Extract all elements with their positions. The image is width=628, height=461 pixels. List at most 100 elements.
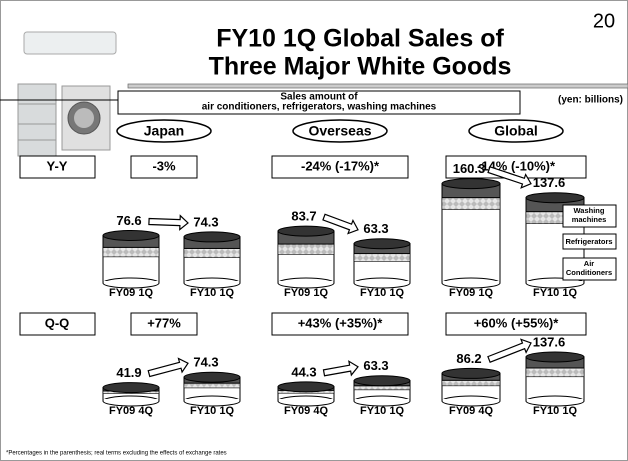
cylinder-white-cover xyxy=(354,399,410,401)
region-oval xyxy=(468,119,564,143)
value-label: 83.7 xyxy=(291,209,316,224)
legend-label: Refrigerators xyxy=(565,237,612,246)
cylinder xyxy=(441,178,501,289)
cylinder xyxy=(277,381,335,407)
change-box xyxy=(271,312,409,336)
cylinder-top xyxy=(353,238,411,250)
period-label: FY10 1Q xyxy=(533,405,577,417)
cylinder-band-ref xyxy=(277,243,335,255)
row-label-box xyxy=(19,155,96,179)
period-label: FY09 1Q xyxy=(284,287,328,299)
cylinder-top xyxy=(353,375,411,387)
change-box xyxy=(445,312,587,336)
change-box xyxy=(130,312,198,336)
cylinder-top xyxy=(525,192,585,204)
period-label: FY09 4Q xyxy=(449,405,493,417)
legend-label: Washing machines xyxy=(572,206,607,224)
cylinder-top xyxy=(277,225,335,237)
cylinder xyxy=(277,225,335,289)
period-label: FY10 1Q xyxy=(190,405,234,417)
cylinder-white-cover xyxy=(526,399,584,401)
period-label: FY10 1Q xyxy=(360,287,404,299)
row-label-box xyxy=(19,312,96,336)
period-label: FY09 1Q xyxy=(449,287,493,299)
period-label: FY09 4Q xyxy=(109,405,153,417)
cylinder-band-ref xyxy=(353,253,411,262)
cylinder-band-ref xyxy=(102,247,160,258)
period-label: FY10 1Q xyxy=(533,287,577,299)
arrow xyxy=(148,214,189,231)
region-oval xyxy=(116,119,212,143)
cylinder xyxy=(183,371,241,407)
subtitle-line: air conditioners, refrigerators, washing… xyxy=(202,102,437,113)
title-line: FY10 1Q Global Sales of xyxy=(216,25,504,53)
cylinder-white-cover xyxy=(442,399,500,401)
legend: Washing machines Refrigerators Air Conditi… xyxy=(562,204,617,281)
arrow xyxy=(487,166,532,189)
value-label: 44.3 xyxy=(291,364,316,379)
cylinder-band-ref xyxy=(353,385,411,391)
period-label: FY10 1Q xyxy=(360,405,404,417)
arrow xyxy=(147,357,189,378)
change-label: -24% (-17%)* xyxy=(301,158,380,173)
cylinder xyxy=(102,230,160,289)
cylinder-band-ref xyxy=(525,367,585,378)
cylinder xyxy=(183,231,241,289)
cylinder-band-ref xyxy=(183,382,241,389)
cylinder-white-cover xyxy=(526,281,584,283)
value-label: 74.3 xyxy=(193,355,218,370)
value-label: 137.6 xyxy=(533,334,566,349)
cylinder-white-cover xyxy=(354,281,410,283)
cylinder xyxy=(353,238,411,289)
cylinder-white-cover xyxy=(442,281,500,283)
title-line: Three Major White Goods xyxy=(209,53,512,81)
cylinder-white-cover xyxy=(184,399,240,401)
cylinder xyxy=(102,382,160,407)
arrow xyxy=(322,213,359,235)
region-label: Global xyxy=(494,123,538,139)
row-label: Y-Y xyxy=(47,158,68,173)
cylinder-top xyxy=(441,367,501,379)
cylinder-white-cover xyxy=(184,281,240,283)
change-label: +77% xyxy=(147,315,181,330)
cylinder-white-cover xyxy=(103,399,159,401)
change-box xyxy=(271,155,409,179)
value-label: 76.6 xyxy=(116,213,141,228)
value-label: 41.9 xyxy=(116,365,141,380)
cylinder-top xyxy=(183,371,241,383)
footnote: *Percentages in the parenthesis; real te… xyxy=(6,451,227,457)
cylinder-white-cover xyxy=(278,399,334,401)
value-label: 160.3 xyxy=(453,161,486,176)
title-rule xyxy=(127,83,628,89)
period-label: FY09 4Q xyxy=(284,405,328,417)
change-label: +43% (+35%)* xyxy=(298,315,383,330)
page-number: 20 xyxy=(593,10,615,32)
value-label: 63.3 xyxy=(363,358,388,373)
cylinder-top xyxy=(102,230,160,242)
cylinder-band-ref xyxy=(183,248,241,258)
cylinder-top xyxy=(102,382,160,394)
cylinder-white-cover xyxy=(103,281,159,283)
cylinder-band-ref xyxy=(441,380,501,387)
cylinder-band-ref xyxy=(441,197,501,210)
cylinder-top xyxy=(525,351,585,363)
cylinder xyxy=(525,351,585,407)
appliance-images xyxy=(17,31,117,157)
arrow xyxy=(322,360,359,377)
value-label: 74.3 xyxy=(193,214,218,229)
region-oval xyxy=(292,119,388,143)
subtitle-line: Sales amount of xyxy=(280,92,358,103)
value-label: 63.3 xyxy=(363,221,388,236)
cylinder-top xyxy=(277,381,335,393)
unit-label: (yen: billions) xyxy=(558,95,623,106)
cylinder-top xyxy=(183,231,241,243)
cylinder-top xyxy=(441,178,501,190)
row-label: Q-Q xyxy=(45,315,70,330)
change-box xyxy=(130,155,198,179)
arrow xyxy=(487,338,532,363)
value-label: 137.6 xyxy=(533,175,566,190)
legend-label: Air Conditioners xyxy=(566,259,612,277)
subtitle-box xyxy=(117,90,521,115)
change-label: +60% (+55%)* xyxy=(474,315,559,330)
